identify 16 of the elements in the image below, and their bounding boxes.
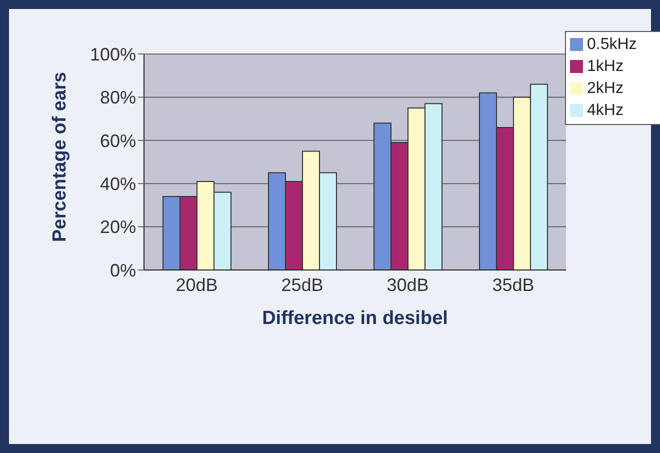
y-tick-label: 60% (100, 130, 136, 151)
x-tick-label: 30dB (386, 274, 429, 295)
legend-label: 1kHz (587, 58, 624, 75)
legend-label: 2kHz (587, 80, 624, 97)
y-tick-label: 20% (100, 217, 136, 238)
x-axis-title: Difference in desibel (262, 308, 448, 329)
y-tick-label: 80% (100, 88, 136, 108)
x-tick-label: 35dB (492, 274, 534, 295)
y-tick-label: 40% (100, 174, 136, 194)
legend-label: 4kHz (587, 102, 624, 119)
y-tick-label: 0% (110, 260, 136, 280)
legend-label: 0.5kHz (587, 36, 637, 53)
y-axis-title: Percentage of ears (50, 72, 71, 242)
x-tick-label: 25dB (281, 274, 324, 295)
x-tick-label: 20dB (176, 274, 218, 295)
y-tick-label: 100% (90, 44, 136, 64)
